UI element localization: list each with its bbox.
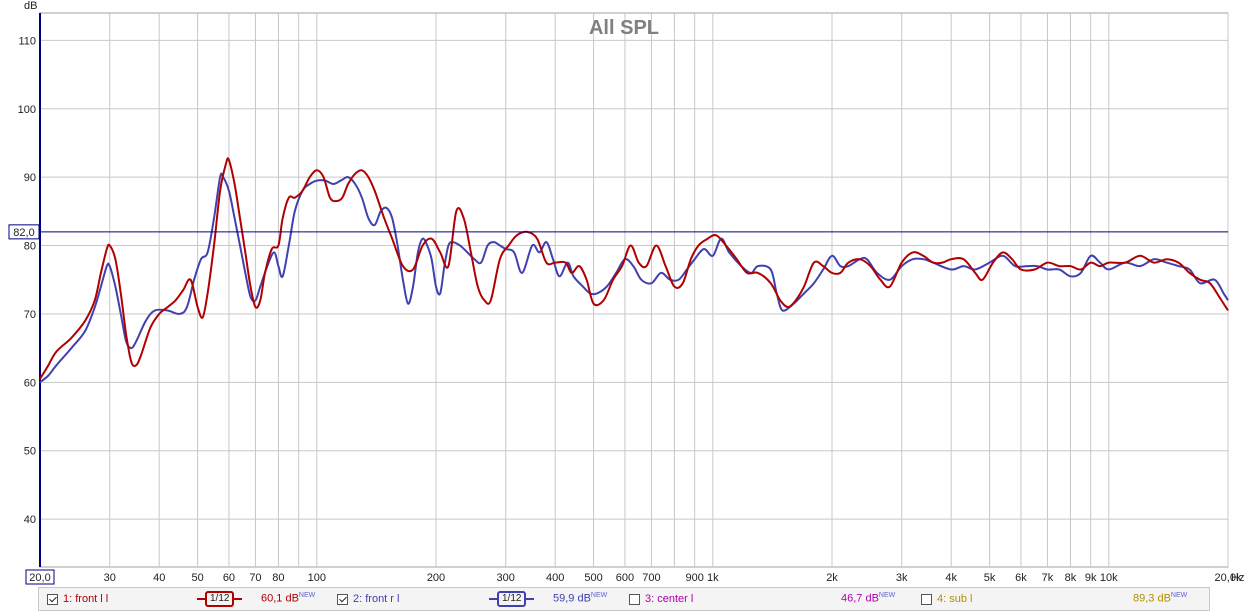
- x-tick-label: 600: [616, 572, 634, 584]
- x-tick-label: 10k: [1100, 572, 1118, 584]
- x-tick-label: 40: [153, 572, 165, 584]
- new-tag: NEW: [298, 592, 316, 599]
- new-tag: NEW: [590, 592, 608, 599]
- y-tick-label: 100: [18, 104, 36, 116]
- reference-line-label: 82,0: [13, 227, 34, 239]
- legend-label-sub-l: 4: sub l: [937, 593, 973, 605]
- legend-item-center-l[interactable]: 3: center l: [629, 588, 693, 610]
- db-value-center-l: 46,7 dBNEW: [841, 592, 895, 605]
- legend-label-front-r-l: 2: front r l: [353, 593, 400, 605]
- smoothing-front-l-l[interactable]: 1/12: [197, 591, 243, 607]
- db-value-front-l-l: 60,1 dBNEW: [261, 592, 315, 605]
- x-tick-label: 20,0k: [1215, 572, 1242, 584]
- legend-item-front-r-l[interactable]: 2: front r l: [337, 588, 399, 610]
- db-text: 60,1 dB: [261, 592, 299, 605]
- legend-label-center-l: 3: center l: [645, 593, 694, 605]
- plot-area: [39, 12, 1229, 568]
- db-value-front-r-l: 59,9 dBNEW: [553, 592, 607, 605]
- series-line-1-front-l-l: [39, 157, 1229, 380]
- x-start-marker[interactable]: 20,0: [25, 569, 55, 585]
- y-tick-label: 60: [24, 377, 36, 389]
- x-tick-label: 50: [191, 572, 203, 584]
- x-tick-label: 70: [249, 572, 261, 584]
- x-tick-label: 700: [642, 572, 660, 584]
- y-tick-label: 50: [24, 446, 36, 458]
- db-text: 89,3 dB: [1133, 592, 1171, 605]
- y-tick-label: 90: [24, 172, 36, 184]
- x-tick-label: 200: [427, 572, 445, 584]
- new-tag: NEW: [878, 592, 896, 599]
- x-tick-label: 30: [104, 572, 116, 584]
- series-lines: [39, 157, 1229, 384]
- y-tick-label: 70: [24, 309, 36, 321]
- reference-line-group[interactable]: 82,0: [8, 224, 1228, 240]
- checkbox-front-l-l[interactable]: [47, 593, 58, 605]
- chart-title: All SPL: [589, 17, 659, 39]
- x-start-label: 20,0: [29, 572, 50, 584]
- checkbox-center-l[interactable]: [629, 593, 640, 605]
- x-tick-label: 300: [497, 572, 515, 584]
- smoothing-front-r-l[interactable]: 1/12: [489, 591, 535, 607]
- x-tick-label: 1k: [707, 572, 719, 584]
- checkbox-sub-l[interactable]: [921, 593, 932, 605]
- y-axis-unit-label: dB: [24, 0, 37, 12]
- x-tick-label: 500: [584, 572, 602, 584]
- new-tag: NEW: [1170, 592, 1188, 599]
- grid-lines: [39, 12, 1229, 568]
- smoothing-line-left: [489, 598, 497, 600]
- x-tick-label: 100: [308, 572, 326, 584]
- reference-label-box[interactable]: [8, 224, 40, 240]
- x-tick-label: 60: [223, 572, 235, 584]
- legend-item-sub-l[interactable]: 4: sub l: [921, 588, 972, 610]
- y-tick-label: 110: [18, 35, 36, 47]
- smoothing-line-right: [234, 598, 243, 600]
- db-value-sub-l: 89,3 dBNEW: [1133, 592, 1187, 605]
- x-tick-label: 6k: [1015, 572, 1027, 584]
- x-tick-label: 400: [546, 572, 564, 584]
- db-text: 59,9 dB: [553, 592, 591, 605]
- x-tick-label: 7k: [1042, 572, 1054, 584]
- x-tick-label: 900: [685, 572, 703, 584]
- x-axis-unit-label: Hz: [1231, 572, 1244, 584]
- smoothing-line-left: [197, 598, 205, 600]
- smoothing-label: 1/12: [497, 591, 527, 607]
- smoothing-line-right: [526, 598, 535, 600]
- x-tick-labels: 30 40 50 60 70 80 100 200 300 400 500 600 700 900 1k 2k…: [104, 572, 1242, 584]
- legend-label-front-l-l: 1: front l l: [63, 593, 109, 605]
- y-tick-label: 40: [24, 514, 36, 526]
- x-tick-label: 2k: [826, 572, 838, 584]
- legend-item-front-l-l[interactable]: 1: front l l: [47, 588, 108, 610]
- x-tick-label: 80: [272, 572, 284, 584]
- x-tick-label: 5k: [984, 572, 996, 584]
- x-tick-label: 9k: [1085, 572, 1097, 584]
- spl-chart: All SPL dB Hz 40 50 60 70 80 90 100 110 30 40 50 6…: [8, 0, 1244, 585]
- checkbox-front-r-l[interactable]: [337, 593, 348, 605]
- y-tick-label: 80: [24, 241, 36, 253]
- x-tick-label: 4k: [945, 572, 957, 584]
- db-text: 46,7 dB: [841, 592, 879, 605]
- x-tick-label: 8k: [1065, 572, 1077, 584]
- legend-bar: 1: front l l 1/12 60,1 dBNEW 2: front r …: [38, 587, 1210, 611]
- series-line-2-front-r-l: [39, 172, 1229, 384]
- y-tick-labels: 40 50 60 70 80 90 100 110: [18, 35, 36, 526]
- smoothing-label: 1/12: [205, 591, 235, 607]
- x-tick-label: 3k: [896, 572, 908, 584]
